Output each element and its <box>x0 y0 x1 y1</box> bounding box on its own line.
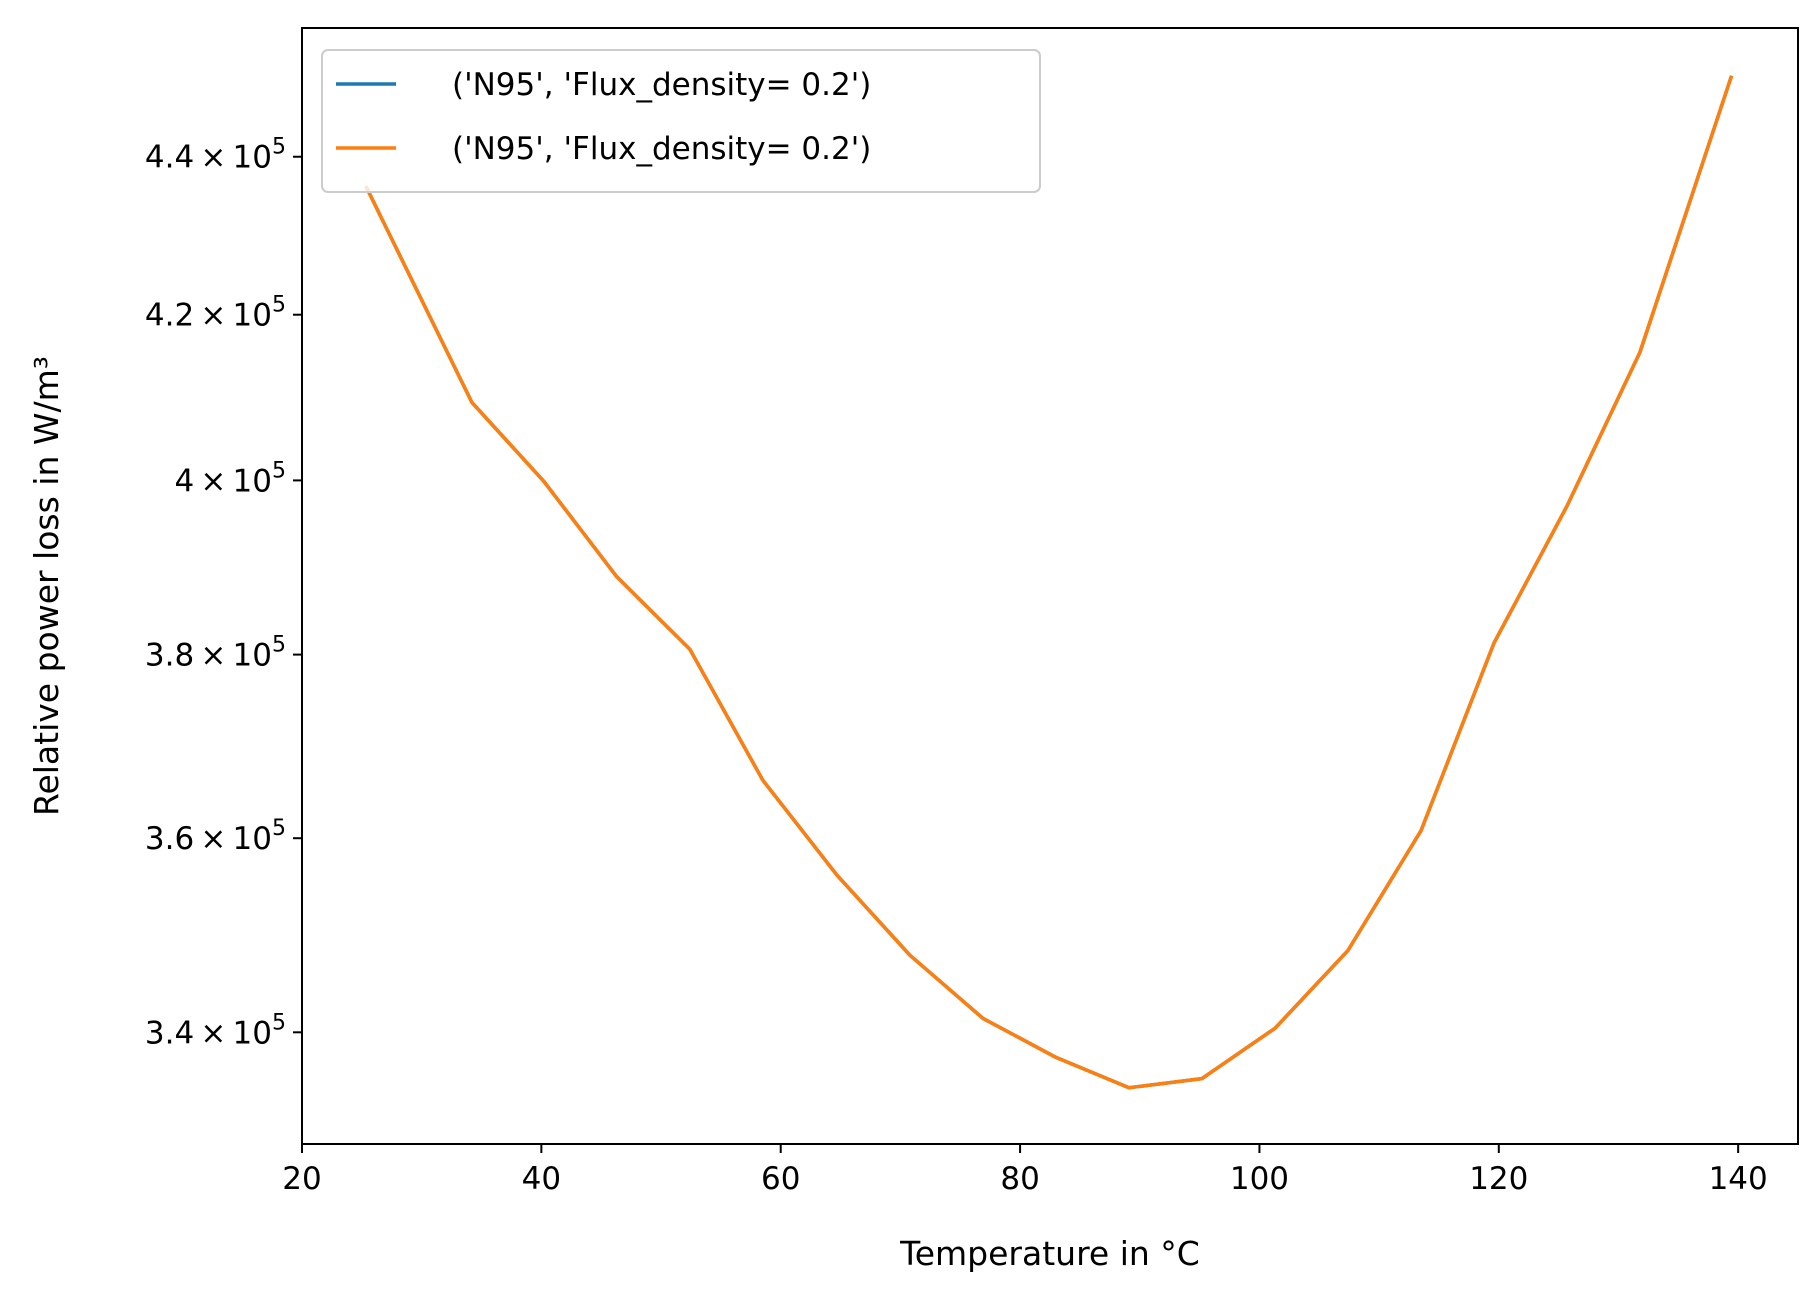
y-tick-label: 4.2 × 105 <box>145 293 286 334</box>
series-layer <box>364 75 1734 1090</box>
legend-label-1: ('N95', 'Flux_density= 0.2') <box>452 67 871 103</box>
y-tick-label: 4 × 105 <box>174 458 286 499</box>
x-tick-label: 20 <box>282 1161 321 1197</box>
x-tick-label: 140 <box>1709 1161 1768 1197</box>
y-tick-label: 3.8 × 105 <box>145 633 286 674</box>
legend-frame <box>321 49 1041 193</box>
plot-frame <box>301 27 1799 1145</box>
x-tick-label: 40 <box>522 1161 561 1197</box>
series-line-2 <box>364 75 1734 1090</box>
x-tick-label: 60 <box>761 1161 800 1197</box>
x-tick-label: 100 <box>1230 1161 1289 1197</box>
legend: ('N95', 'Flux_density= 0.2') ('N95', 'Fl… <box>321 49 1041 193</box>
x-axis: 20 40 60 80 100 120 140 <box>282 1144 1768 1197</box>
plot-area <box>302 28 1798 1144</box>
y-tick-label: 3.4 × 105 <box>145 1010 286 1051</box>
x-tick-label: 80 <box>1000 1161 1039 1197</box>
x-axis-title: Temperature in °C <box>899 1234 1200 1273</box>
legend-label-2: ('N95', 'Flux_density= 0.2') <box>452 131 871 167</box>
y-tick-label: 3.6 × 105 <box>145 816 286 857</box>
y-axis-title: Relative power loss in W/m³ <box>27 356 66 816</box>
y-tick-label: 4.4 × 105 <box>145 135 286 176</box>
y-axis: 3.4 × 105 3.6 × 105 3.8 × 105 4 × 105 4.2 × … <box>145 135 302 1051</box>
x-tick-label: 120 <box>1469 1161 1528 1197</box>
